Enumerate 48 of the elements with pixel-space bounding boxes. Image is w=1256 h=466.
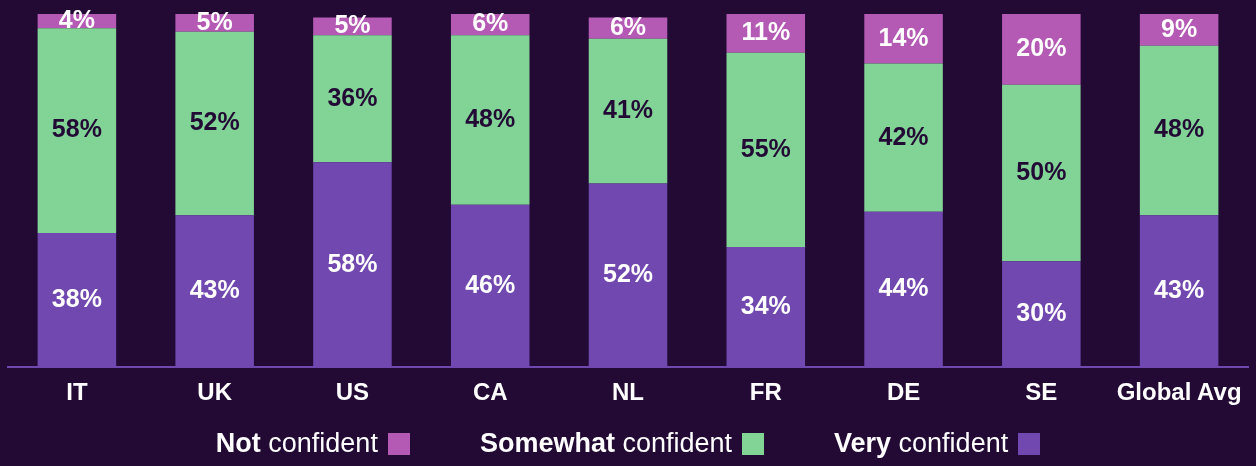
bar [864,63,943,212]
data-label: 52% [602,259,654,288]
bar [588,38,668,184]
data-label: 5% [196,6,233,35]
data-label: 48% [1154,114,1205,143]
data-label: 11% [741,17,791,46]
x-tick-label: IT [66,378,88,406]
data-label: 46% [465,269,516,298]
data-label: 42% [878,121,929,150]
x-tick-label: US [335,378,370,406]
data-label: 58% [327,248,378,277]
data-label: 5% [334,10,371,39]
bar [1139,45,1219,216]
bar [313,35,392,163]
bar [175,31,254,216]
data-label: 44% [878,273,929,302]
x-tick-label: FR [749,378,782,406]
data-label: 48% [465,103,516,132]
data-label: 14% [878,22,929,51]
data-label: 30% [1016,298,1067,327]
x-tick-label: Global Avg [1116,378,1242,406]
data-label: 38% [51,283,102,312]
data-label: 43% [189,275,240,304]
legend-label: Not confident [215,428,378,459]
data-label: 36% [327,82,378,111]
data-label: 6% [472,8,509,37]
legend-label: Somewhat confident [479,428,733,459]
bar [37,28,117,233]
x-tick-label: CA [472,378,508,406]
data-label: 41% [602,95,654,124]
legend-label: Very confident [834,428,1009,459]
data-label: 9% [1161,13,1198,42]
bar [1002,84,1081,262]
data-label: 34% [740,291,791,320]
bar [450,35,530,205]
data-label: 55% [740,133,791,162]
x-tick-label: DE [886,378,921,406]
data-label: 20% [1016,33,1067,62]
x-tick-label: NL [612,378,644,406]
x-tick-label: UK [197,378,233,406]
x-tick-label: SE [1025,378,1058,406]
bar [1002,14,1081,85]
data-label: 58% [51,114,102,143]
bar [726,52,806,248]
data-label: 43% [1154,275,1205,304]
data-label: 50% [1016,156,1067,185]
data-label: 52% [189,107,240,136]
data-label: 6% [609,12,647,41]
